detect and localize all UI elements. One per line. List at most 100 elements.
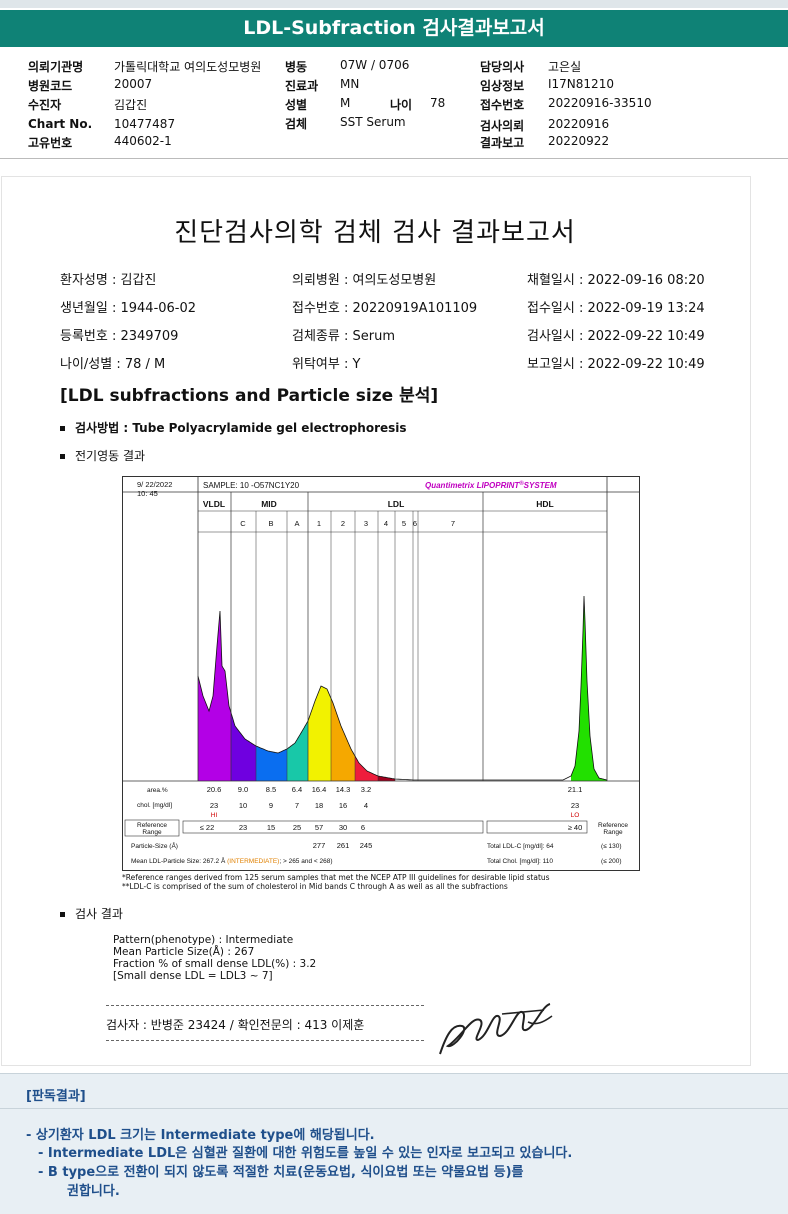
- header-value: 20007: [114, 77, 153, 91]
- band-label: B: [268, 519, 273, 528]
- fraction-area: [308, 686, 331, 781]
- chart-date: 9/ 22/2022: [137, 480, 172, 489]
- result-heading: 검사 결과: [75, 907, 123, 921]
- reference-value: 15: [267, 823, 275, 832]
- header-label: 수진자: [28, 98, 62, 112]
- header-label: 성별: [285, 98, 308, 112]
- bullet-icon: [60, 426, 65, 431]
- judgement-line: - B type으로 전환이 되지 않도록 적절한 치료(운동요법, 식이요법 …: [38, 1165, 524, 1180]
- result-text: Pattern(phenotype) : Intermediate Mean P…: [113, 934, 316, 982]
- header-label: 접수번호: [480, 98, 525, 112]
- patient-info-item: 접수번호 : 20220919A101109: [292, 301, 478, 316]
- band-label: A: [294, 519, 299, 528]
- band-label: 2: [341, 519, 345, 528]
- bullet-icon: [60, 454, 65, 459]
- patient-info-item: 등록번호 : 2349709: [60, 329, 179, 344]
- reference-label: Range: [603, 829, 623, 836]
- patient-info-item: 채혈일시 : 2022-09-16 08:20: [527, 273, 705, 288]
- brand-text: Quantimetrix LIPOPRINT: [425, 481, 520, 490]
- particle-size-label: Particle-Size (Å): [131, 841, 178, 850]
- fraction-area: [287, 721, 308, 781]
- bullet-icon: [60, 912, 65, 917]
- area-percent-value: 16.4: [312, 785, 327, 794]
- header-label: 검체: [285, 117, 308, 131]
- header-value: MN: [340, 77, 360, 91]
- header-value: 10477487: [114, 117, 176, 131]
- report-document-title: 진단검사의학 검체 검사 결과보고서: [174, 218, 576, 248]
- area-percent-value: 14.3: [336, 785, 351, 794]
- reference-label: Reference: [137, 822, 167, 829]
- reference-box: [182, 820, 484, 834]
- header-label: Chart No.: [28, 117, 93, 131]
- judgement-title: [판독결과]: [26, 1089, 86, 1104]
- group-label: MID: [261, 499, 277, 509]
- header-label: 나이: [390, 98, 413, 112]
- fraction-area: [198, 611, 231, 781]
- particle-size-value: 261: [337, 841, 350, 850]
- result-heading-line: 검사 결과: [60, 905, 123, 922]
- reference-label: Reference: [598, 822, 628, 829]
- judgement-line: - 상기환자 LDL 크기는 Intermediate type에 해당됩니다.: [26, 1128, 375, 1143]
- fraction-area: [331, 698, 355, 781]
- cholesterol-value: 7: [295, 801, 299, 810]
- header-value: 20220916-33510: [548, 96, 652, 110]
- divider: [106, 1005, 424, 1006]
- electro-text: 전기영동 결과: [75, 449, 146, 463]
- header-value: 고은실: [548, 60, 582, 74]
- total-chol: Total Chol. [mg/dl]: 110: [487, 858, 553, 865]
- cholesterol-value: 16: [339, 801, 347, 810]
- judgement-line: 권합니다.: [67, 1184, 120, 1199]
- header-value: SST Serum: [340, 115, 406, 129]
- total-chol-range: (≤ 200): [601, 858, 622, 865]
- signature-line: 검사자 : 반병준 23424 / 확인전문의 : 413 이제훈: [106, 1018, 365, 1032]
- band-label: 6: [413, 519, 417, 528]
- area-percent-value: 3.2: [361, 785, 371, 794]
- cholesterol-value: 9: [269, 801, 273, 810]
- header-label: 병동: [285, 60, 308, 74]
- patient-info-item: 환자성명 : 김갑진: [60, 273, 157, 288]
- cholesterol-value: 4: [364, 801, 368, 810]
- total-ldl-range: (≤ 130): [601, 843, 622, 850]
- report-title-bar: LDL-Subfraction 검사결과보고서: [0, 10, 788, 47]
- judgement-panel: [0, 1073, 788, 1214]
- row-label: chol. [mg/dl]: [137, 802, 172, 809]
- header-label: 병원코드: [28, 79, 73, 93]
- mean-ldl-part: ; > 265 and < 268): [279, 858, 332, 865]
- method-line: 검사방법 : Tube Polyacrylamide gel electroph…: [60, 419, 407, 436]
- area-percent-value: 9.0: [238, 785, 248, 794]
- reference-value: 6: [361, 823, 365, 832]
- result-line: Mean Particle Size(Å) : 267: [113, 946, 255, 958]
- band-label: 4: [384, 519, 388, 528]
- header-divider: [0, 158, 788, 159]
- chart-time: 10: 45: [137, 489, 158, 498]
- profile-line: [197, 595, 608, 781]
- reference-label: Range: [142, 829, 162, 836]
- area-percent-value: 21.1: [568, 785, 583, 794]
- mean-ldl-part: 267.2 Å: [203, 856, 227, 865]
- hi-flag: HI: [211, 812, 218, 819]
- patient-info-item: 생년월일 : 1944-06-02: [60, 301, 197, 316]
- band-label: C: [240, 519, 246, 528]
- area-percent-value: 20.6: [207, 785, 222, 794]
- header-value: 20220916: [548, 117, 610, 131]
- header-label: 담당의사: [480, 60, 525, 74]
- particle-size-value: 277: [313, 841, 326, 850]
- chart-note: **LDL-C is comprised of the sum of chole…: [122, 882, 508, 891]
- patient-info-item: 의뢰병원 : 여의도성모병원: [292, 273, 437, 288]
- header-value: 김갑진: [114, 98, 148, 112]
- band-label: 5: [402, 519, 406, 528]
- cholesterol-value: 18: [315, 801, 323, 810]
- window-top-strip: [0, 0, 788, 8]
- judgement-line: - Intermediate LDL은 심혈관 질환에 대한 위험도를 높일 수…: [38, 1146, 573, 1161]
- reference-value: ≥ 40: [568, 823, 583, 832]
- fraction-area: [355, 756, 378, 781]
- band-label: 3: [364, 519, 368, 528]
- header-label: 고유번호: [28, 136, 73, 150]
- header-label: 의뢰기관명: [28, 60, 84, 74]
- method-text: 검사방법 : Tube Polyacrylamide gel electroph…: [75, 421, 407, 435]
- header-label: 결과보고: [480, 136, 525, 150]
- header-value: 20220922: [548, 134, 610, 148]
- group-label: HDL: [536, 499, 553, 509]
- patient-info-item: 검체종류 : Serum: [292, 329, 395, 344]
- patient-info-item: 보고일시 : 2022-09-22 10:49: [527, 357, 705, 372]
